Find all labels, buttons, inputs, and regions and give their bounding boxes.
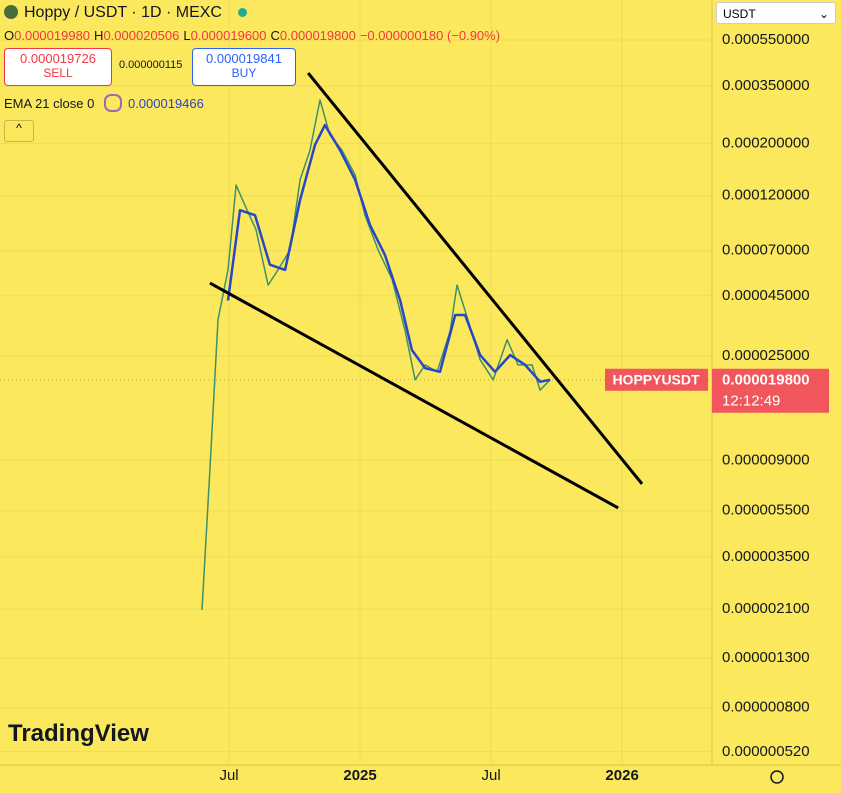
logo: TradingView (8, 720, 149, 748)
spread: 0.000000115 (119, 59, 183, 71)
ema-line (226, 123, 551, 384)
buy-label: BUY (231, 66, 257, 80)
ohlc-label: C (270, 28, 280, 43)
currency: USDT (723, 7, 756, 21)
price-tag (712, 368, 829, 413)
y-tick-label: 0.000001300 (722, 649, 810, 666)
x-tick-label: 2026 (605, 767, 638, 784)
buy-button[interactable]: 0.000019841 BUY (192, 48, 296, 86)
y-tick-label: 0.000350000 (722, 77, 810, 94)
indicator-legend: EMA 21 close 0 0.000019466 (4, 94, 204, 112)
y-tick-label: 0.000005500 (722, 502, 810, 519)
y-tick-label: 0.000045000 (722, 287, 810, 304)
collapse-button[interactable]: ^ (4, 120, 34, 142)
symbol-tag (605, 368, 708, 391)
x-tick-label: Jul (481, 767, 500, 784)
y-tick-label: 0.000070000 (722, 242, 810, 259)
sell-price: 0.000019726 (20, 51, 96, 66)
header-title: Hoppy / USDT · 1D · MEXC (4, 4, 248, 22)
y-tick-label: 0.000550000 (722, 31, 810, 48)
x-tick-label: 2025 (343, 767, 376, 784)
y-tick-label: 0.000120000 (722, 187, 810, 204)
ohlc-label: L (183, 28, 191, 43)
trend-line (307, 72, 644, 485)
y-tick-label: 0.000000520 (722, 743, 810, 760)
y-tick-label: 0.000000800 (722, 699, 810, 716)
x-tick-label: Jul (219, 767, 238, 784)
ohlc-label: H (94, 28, 104, 43)
y-tick-label: 0.000200000 (722, 134, 810, 151)
indicator-value: 0.000019466 (127, 96, 204, 111)
y-tick-label: 0.000009000 (722, 451, 810, 468)
price-line (201, 99, 551, 611)
ohlc-label: O (4, 28, 15, 43)
settings-icon[interactable] (770, 770, 784, 784)
indicator-name: EMA 21 close 0 (4, 96, 95, 111)
y-tick-label: 0.000003500 (722, 548, 810, 565)
y-tick-label: 0.000002100 (722, 600, 810, 617)
price-tag-value: 0.000019800 (722, 372, 810, 389)
change: −0.000000180 (−0.90%) (359, 28, 501, 43)
countdown: 12:12:49 (722, 393, 780, 410)
buy-price: 0.000019841 (206, 51, 282, 66)
trend-line (209, 281, 619, 510)
ohlc-value: 0.000019600 (190, 28, 267, 43)
currency-select[interactable]: USDT ⌄ (716, 2, 836, 24)
symbol-tag-text: HOPPYUSDT (612, 371, 700, 387)
symbol-title: Hoppy / USDT · 1D · MEXC (24, 4, 222, 21)
ohlc-row: O0.000019980 H0.000020506 L0.000019600 C0.0… (4, 28, 500, 43)
logo-text: TradingView (8, 720, 149, 747)
y-tick-label: 0.000025000 (722, 347, 810, 364)
sell-button[interactable]: 0.000019726 SELL (4, 48, 112, 86)
ohlc-value: 0.000020506 (103, 28, 180, 43)
sell-label: SELL (43, 66, 73, 80)
ohlc-value: 0.000019980 (14, 28, 91, 43)
ohlc-value: 0.000019800 (279, 28, 356, 43)
